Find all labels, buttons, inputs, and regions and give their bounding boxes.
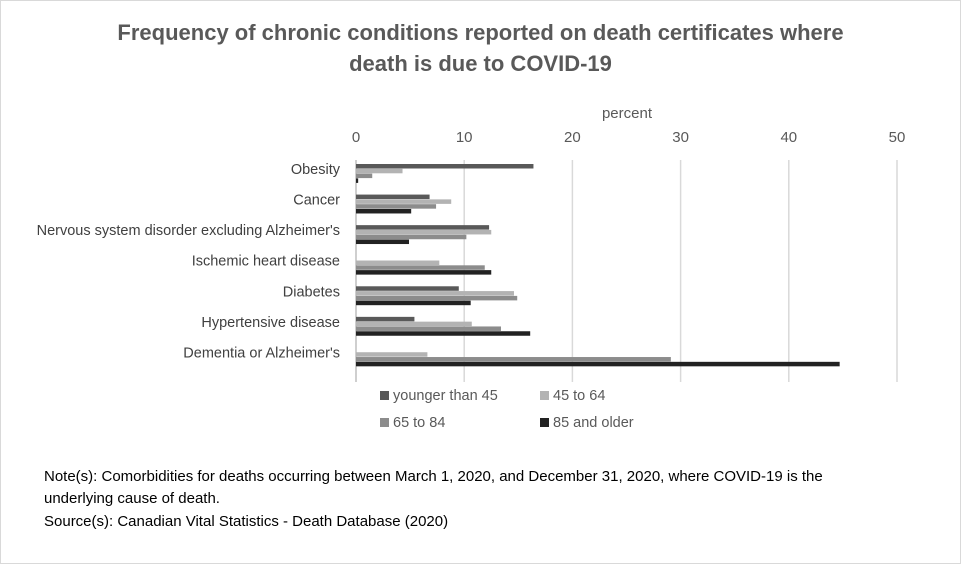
bar	[356, 208, 412, 214]
chart-title-line2: death is due to COVID-19	[349, 51, 612, 76]
legend-swatch	[380, 391, 389, 400]
category-label: Hypertensive disease	[201, 315, 340, 331]
bar	[356, 173, 373, 179]
bar	[356, 270, 492, 275]
legend-swatch	[540, 418, 549, 427]
bar	[356, 316, 415, 322]
bar	[356, 260, 440, 266]
x-tick-label: 40	[780, 129, 797, 146]
bar	[356, 234, 467, 240]
source-line: Source(s): Canadian Vital Statistics - D…	[44, 513, 449, 530]
bar	[356, 229, 492, 235]
category-label: Obesity	[291, 162, 341, 178]
category-label: Diabetes	[283, 284, 340, 300]
bar	[356, 352, 428, 357]
bar	[356, 204, 437, 209]
bar	[356, 199, 452, 204]
bar	[356, 225, 490, 230]
x-axis-label: percent	[602, 105, 653, 122]
x-tick-label: 10	[456, 129, 473, 146]
bar	[356, 361, 840, 367]
x-tick-label: 50	[889, 129, 906, 146]
legend-label: younger than 45	[393, 388, 498, 404]
legend-label: 45 to 64	[553, 388, 605, 404]
bar-chart: percent 0 10 20 30 40 50 Obesity Cancer Nervous…	[37, 105, 906, 431]
chart-title-line1: Frequency of chronic conditions reported…	[117, 20, 844, 45]
bar	[356, 326, 501, 331]
bar	[356, 357, 671, 362]
bar	[356, 291, 514, 296]
bar	[356, 321, 472, 327]
bar	[356, 194, 430, 200]
legend-label: 65 to 84	[393, 415, 445, 431]
bar	[356, 331, 531, 336]
category-label: Cancer	[293, 193, 340, 209]
legend-label: 85 and older	[553, 415, 634, 431]
category-label: Nervous system disorder excluding Alzhei…	[37, 223, 340, 239]
bar	[356, 164, 534, 169]
category-label: Dementia or Alzheimer's	[183, 345, 340, 361]
bar	[356, 168, 403, 174]
x-tick-label: 0	[352, 129, 360, 146]
x-tick-label: 20	[564, 129, 581, 146]
bar	[356, 265, 485, 270]
legend-swatch	[540, 391, 549, 400]
legend-swatch	[380, 418, 389, 427]
bar	[356, 295, 518, 301]
category-label: Ischemic heart disease	[192, 254, 340, 270]
bar	[356, 286, 459, 291]
x-tick-label: 30	[672, 129, 689, 146]
note-line1: Note(s): Comorbidities for deaths occurr…	[44, 468, 823, 485]
bar	[356, 300, 471, 306]
bar	[356, 178, 359, 183]
note-line2: underlying cause of death.	[44, 490, 220, 507]
bar	[356, 239, 410, 245]
